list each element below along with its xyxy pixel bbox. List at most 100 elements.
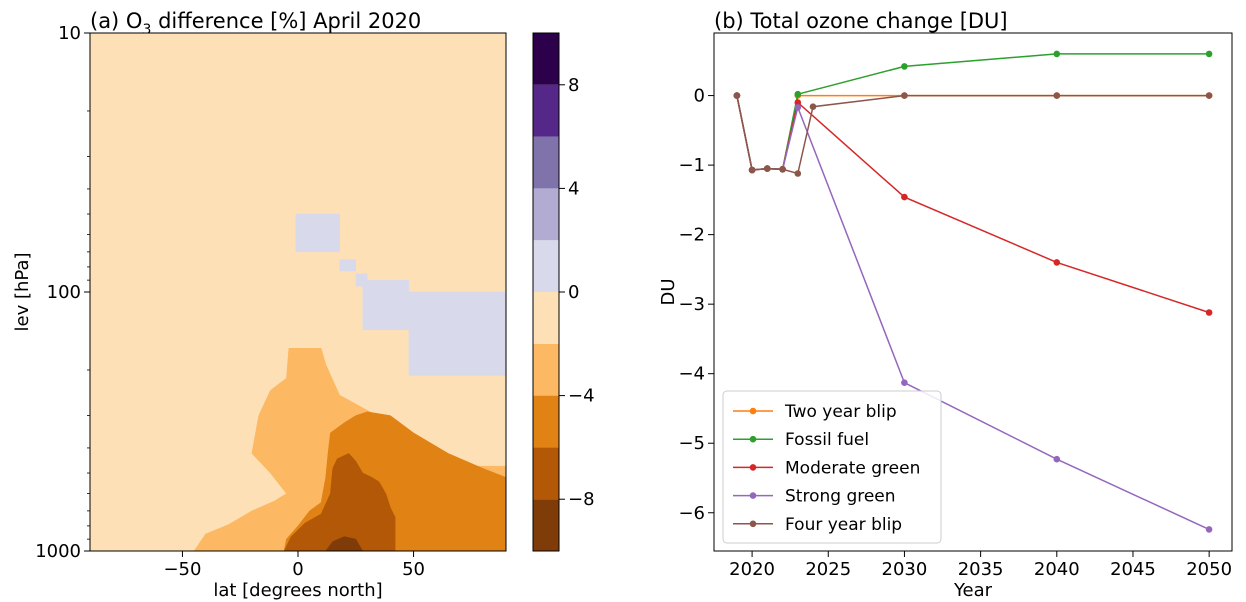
x-tick-label: 2020 [729,559,775,580]
data-point [764,165,771,172]
colorbar-block [533,343,559,396]
legend-swatch-marker [749,464,757,471]
y-tick-label: 100 [47,282,81,303]
panel-a-x-ticks: −50 0 50 [163,551,425,580]
y-tick-label: 1000 [35,541,81,562]
data-point [1205,309,1213,316]
data-point [794,90,802,98]
data-point [794,104,802,111]
y-tick-label: 0 [694,86,705,107]
data-point [1053,455,1061,463]
colorbar-block [533,240,559,292]
y-tick-label: −6 [678,503,705,524]
y-tick-label: −3 [678,294,705,315]
panel-b-title: (b) Total ozone change [DU] [714,9,1008,33]
legend-item: Fossil fuel [733,430,869,450]
legend-label: Four year blip [785,515,902,535]
data-point [901,63,908,70]
legend-label: Two year blip [784,402,897,422]
legend-items: Two year blip Fossil fuel Moderate green St… [733,402,920,535]
colorbar-tick-label: 8 [568,75,579,96]
data-point [901,379,908,387]
data-point [1053,92,1061,99]
data-point [794,170,802,177]
legend-swatch-marker [749,520,757,528]
data-point [1205,92,1213,99]
colorbar-block [533,447,559,500]
panel-b-ylabel: DU [658,278,679,305]
colorbar-tick-label: −8 [568,489,595,510]
x-tick-label: −50 [163,559,201,580]
heatmap-region-4 [408,291,506,376]
legend-swatch-marker [749,492,757,499]
legend-swatch-marker [749,407,757,415]
series-two-year-blip [733,92,1213,174]
colorbar: −8 −4 0 4 8 [532,32,595,552]
legend-label: Moderate green [785,458,920,478]
colorbar-tick-label: 0 [568,282,579,303]
panel-a-y-ticks: 10 100 1000 [35,23,90,562]
panel-b-x-ticks: 2020 2025 2030 2035 2040 2045 2050 [729,551,1232,580]
heatmap-region-3 [362,279,410,331]
heatmap-region-1 [339,259,357,272]
heatmap-region-8 [325,536,363,551]
panel-a-ylabel: lev [hPa] [12,253,33,332]
heatmap-region-7 [283,453,396,551]
y-tick-label: −4 [678,364,705,385]
data-point [779,166,786,173]
legend-item: Two year blip [733,402,897,422]
panel-b-series [733,50,1213,533]
data-point [1053,50,1061,58]
data-point [794,99,802,106]
colorbar-ticks: −8 −4 0 4 8 [559,75,595,510]
panel-a-title: (a) O3 difference [%] April 2020 [90,9,421,38]
heatmap-cells [90,33,506,551]
x-tick-label: 2045 [1110,559,1156,580]
panel-a-xlabel: lat [degrees north] [213,580,382,601]
legend-item: Four year blip [733,515,902,535]
data-point [748,166,756,174]
colorbar-block [533,499,559,551]
x-tick-label: 0 [292,559,303,580]
colorbar-block [533,188,559,241]
legend-label: Strong green [785,487,896,507]
data-point [901,193,908,201]
y-tick-label: −2 [678,225,705,246]
x-tick-label: 2035 [958,559,1004,580]
x-tick-label: 2030 [882,559,928,580]
data-point [1205,50,1213,58]
data-point [809,103,817,110]
series-four-year-blip [733,92,1213,177]
data-point [1053,259,1061,266]
legend-box [722,390,942,544]
colorbar-block [533,33,559,85]
colorbar-blocks [533,33,559,551]
heatmap-region-0 [295,213,340,253]
legend-label: Fossil fuel [785,430,869,450]
panel-a: (a) O3 difference [%] April 2020 −50 0 50 … [12,9,507,601]
x-tick-label: 50 [402,559,425,580]
panel-b-y-ticks: 0 −1 −2 −3 −4 −5 −6 [678,86,714,524]
colorbar-block [533,292,559,344]
x-tick-label: 2040 [1034,559,1080,580]
legend-swatch-marker [749,435,757,443]
y-tick-label: 10 [58,23,81,44]
y-tick-label: −5 [678,433,705,454]
legend-item: Strong green [733,487,896,507]
colorbar-block [533,395,559,448]
panel-b-xlabel: Year [953,580,993,601]
panel-b-frame [713,32,1233,552]
x-tick-label: 2025 [805,559,851,580]
data-point [901,92,908,99]
colorbar-block [533,84,559,137]
colorbar-block [533,136,559,189]
x-tick-label: 2050 [1186,559,1232,580]
data-point [733,92,741,99]
series-fossil-fuel [733,50,1213,174]
legend-item: Moderate green [733,458,920,478]
colorbar-tick-label: −4 [568,386,595,407]
colorbar-tick-label: 4 [568,178,579,199]
y-tick-label: −1 [678,155,705,176]
legend: Two year blip Fossil fuel Moderate green St… [722,390,942,544]
